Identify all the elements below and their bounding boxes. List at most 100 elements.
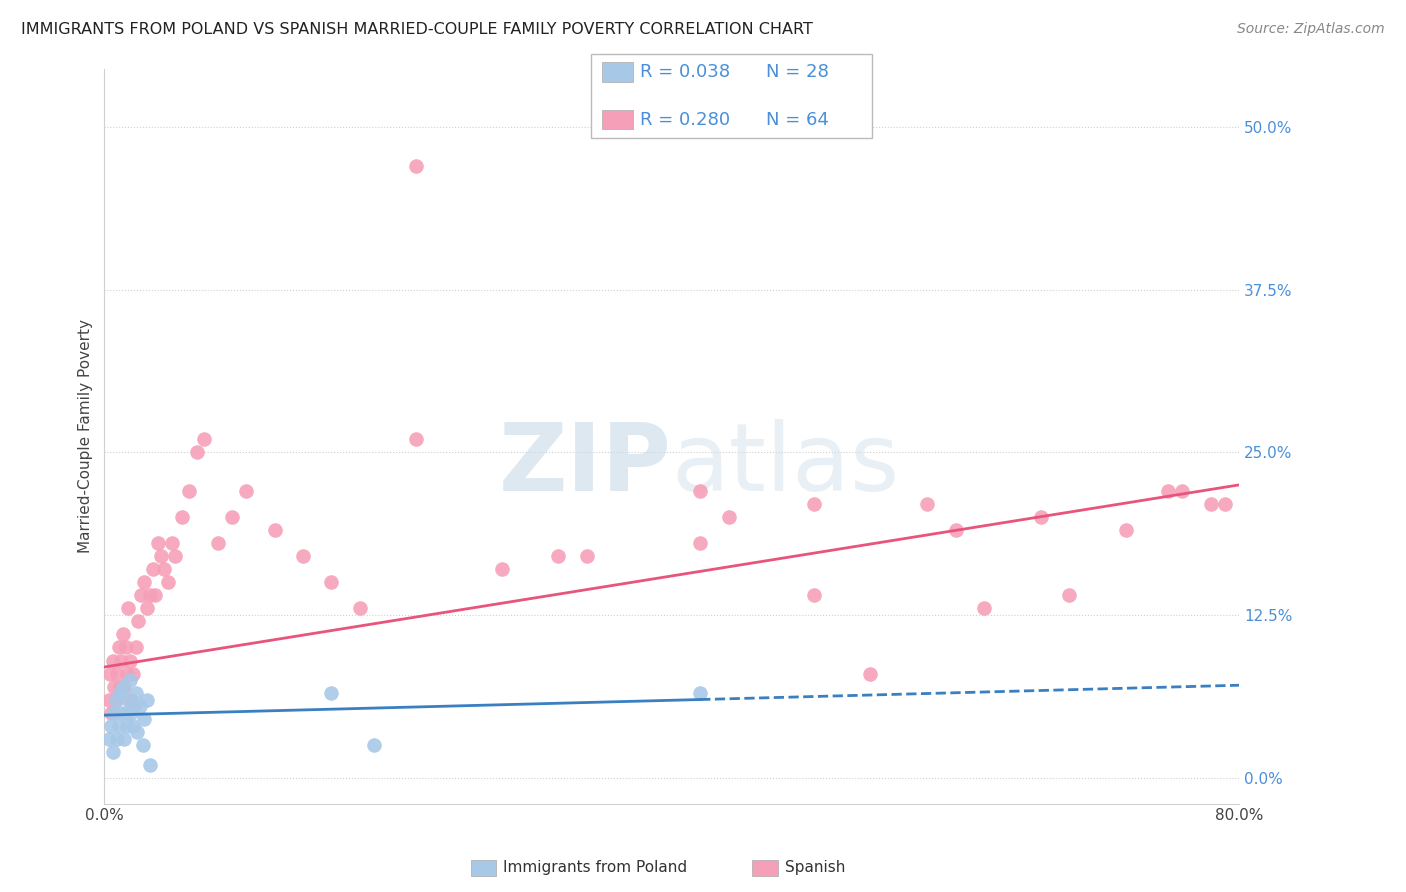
Point xyxy=(235,484,257,499)
Text: Spanish: Spanish xyxy=(785,861,845,875)
Point xyxy=(547,549,569,564)
Point xyxy=(129,589,152,603)
Point xyxy=(321,575,343,590)
Point xyxy=(108,680,131,694)
Text: R = 0.280: R = 0.280 xyxy=(640,111,730,128)
Point xyxy=(112,731,135,746)
Point xyxy=(111,627,134,641)
Point xyxy=(104,692,127,706)
Point xyxy=(115,718,138,732)
Point xyxy=(118,673,141,687)
Point xyxy=(689,484,711,499)
Point xyxy=(121,666,143,681)
Point xyxy=(124,686,146,700)
Point xyxy=(165,549,187,564)
Point xyxy=(575,549,598,564)
Point xyxy=(101,653,124,667)
Point xyxy=(105,666,128,681)
Text: N = 28: N = 28 xyxy=(766,63,830,81)
Point xyxy=(349,601,371,615)
Point xyxy=(405,159,427,173)
Point xyxy=(136,601,159,615)
Point xyxy=(221,510,243,524)
Point xyxy=(193,433,215,447)
Point xyxy=(98,666,121,681)
Point xyxy=(859,666,882,681)
Point xyxy=(115,666,138,681)
Point xyxy=(491,562,513,576)
Point xyxy=(148,536,170,550)
Point xyxy=(120,692,142,706)
Point xyxy=(915,497,938,511)
Point xyxy=(124,640,146,655)
Point xyxy=(263,524,285,538)
Point xyxy=(973,601,995,615)
Point xyxy=(132,712,155,726)
Point xyxy=(117,601,139,615)
Point xyxy=(136,692,159,706)
Point xyxy=(97,692,120,706)
Point xyxy=(111,680,134,694)
Point xyxy=(139,589,162,603)
Point xyxy=(121,718,143,732)
Point xyxy=(142,562,165,576)
Point xyxy=(157,575,180,590)
Point xyxy=(405,433,427,447)
Point xyxy=(1213,497,1236,511)
Point xyxy=(110,653,132,667)
Point xyxy=(150,549,173,564)
Point xyxy=(120,706,142,720)
Point xyxy=(100,718,122,732)
Point xyxy=(321,686,343,700)
Point xyxy=(112,680,135,694)
Point xyxy=(117,692,139,706)
Point xyxy=(105,731,128,746)
Point xyxy=(1199,497,1222,511)
Point xyxy=(139,757,162,772)
Point xyxy=(103,680,125,694)
Point xyxy=(162,536,184,550)
Point xyxy=(122,699,145,714)
Text: IMMIGRANTS FROM POLAND VS SPANISH MARRIED-COUPLE FAMILY POVERTY CORRELATION CHAR: IMMIGRANTS FROM POLAND VS SPANISH MARRIE… xyxy=(21,22,813,37)
Point xyxy=(118,653,141,667)
Point xyxy=(179,484,201,499)
Point xyxy=(207,536,229,550)
Point xyxy=(110,706,132,720)
Y-axis label: Married-Couple Family Poverty: Married-Couple Family Poverty xyxy=(79,319,93,553)
Point xyxy=(104,692,127,706)
Point xyxy=(689,536,711,550)
Point xyxy=(153,562,176,576)
Point xyxy=(100,706,122,720)
Point xyxy=(172,510,194,524)
Point xyxy=(131,738,153,752)
Text: N = 64: N = 64 xyxy=(766,111,830,128)
Point xyxy=(128,699,150,714)
Point xyxy=(803,497,825,511)
Text: R = 0.038: R = 0.038 xyxy=(640,63,730,81)
Point xyxy=(1171,484,1194,499)
Point xyxy=(125,725,148,739)
Point xyxy=(145,589,167,603)
Point xyxy=(803,589,825,603)
Point xyxy=(107,718,129,732)
Point xyxy=(1115,524,1137,538)
Point xyxy=(1157,484,1180,499)
Point xyxy=(945,524,967,538)
Point xyxy=(108,686,131,700)
Point xyxy=(689,686,711,700)
Point xyxy=(114,706,136,720)
Point xyxy=(103,706,125,720)
Point xyxy=(1029,510,1052,524)
Point xyxy=(97,731,120,746)
Point xyxy=(101,745,124,759)
Point xyxy=(127,615,149,629)
Point xyxy=(186,445,208,459)
Text: atlas: atlas xyxy=(672,419,900,511)
Point xyxy=(107,640,129,655)
Text: ZIP: ZIP xyxy=(499,419,672,511)
Point xyxy=(717,510,740,524)
Text: Immigrants from Poland: Immigrants from Poland xyxy=(503,861,688,875)
Point xyxy=(363,738,385,752)
Point xyxy=(114,640,136,655)
Text: Source: ZipAtlas.com: Source: ZipAtlas.com xyxy=(1237,22,1385,37)
